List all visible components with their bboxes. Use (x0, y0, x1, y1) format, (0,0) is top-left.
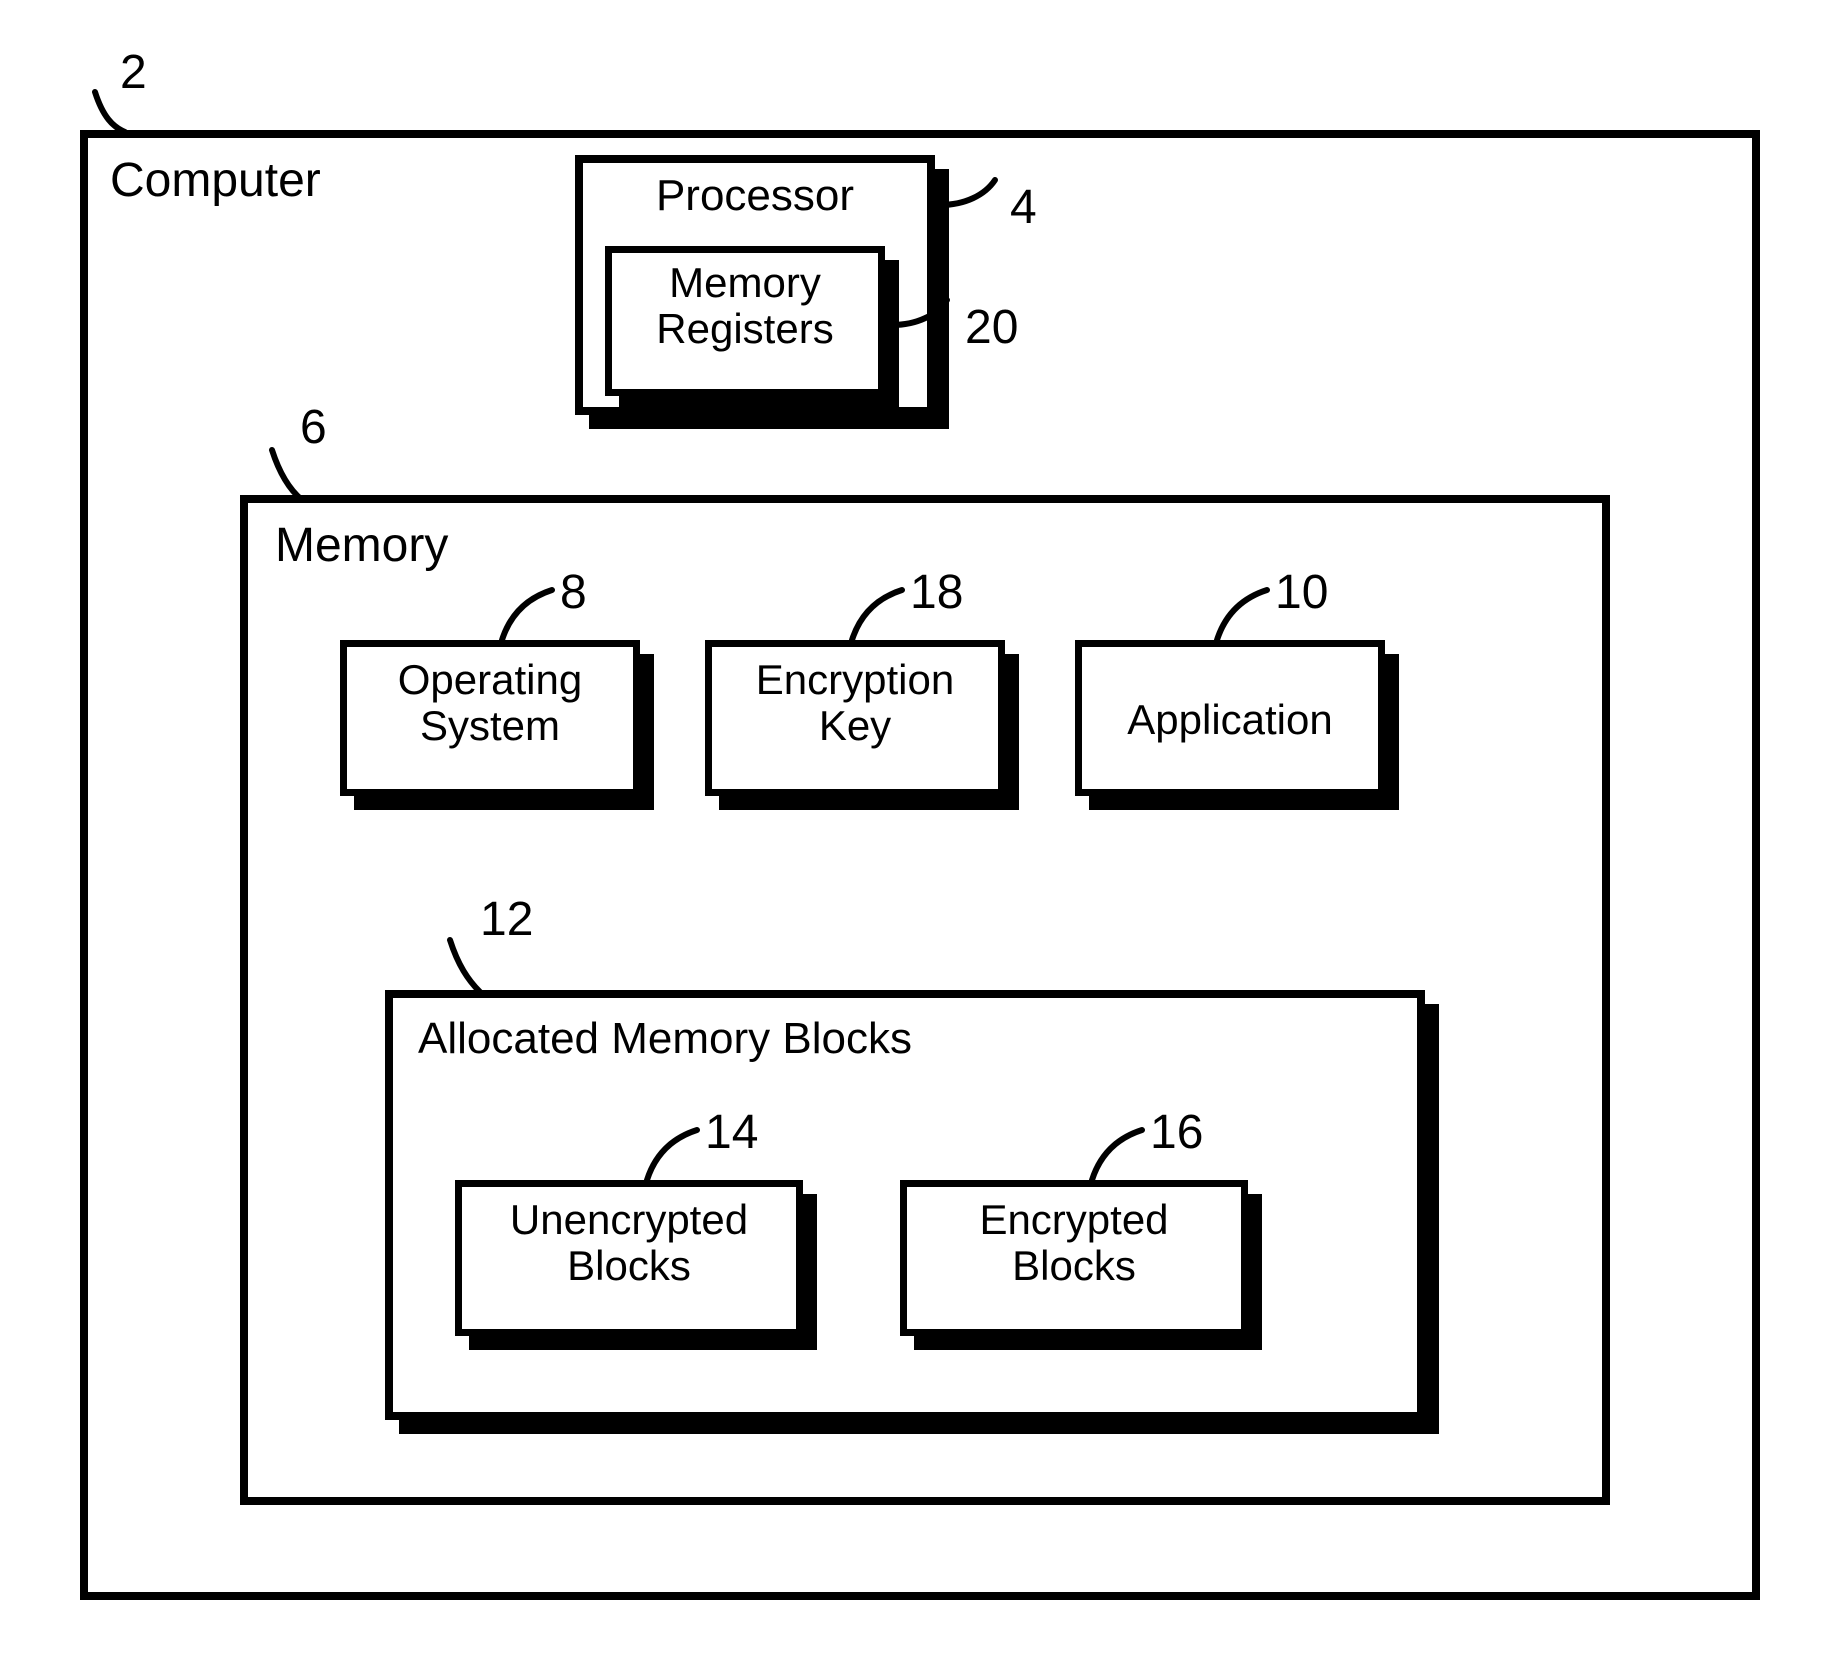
processor-label: Processor (575, 172, 935, 220)
memory-ref: 6 (300, 400, 327, 455)
os-label: Operating System (340, 657, 640, 749)
computer-leader (95, 92, 155, 152)
processor-leader (940, 180, 1020, 230)
alloc-leader (450, 940, 510, 1010)
memory-leader (272, 450, 332, 520)
app-label: Application (1075, 697, 1385, 743)
diagram-canvas: Computer 2 Processor 4 Memory Registers … (0, 0, 1839, 1670)
alloc-ref: 12 (480, 892, 533, 947)
registers-label: Memory Registers (605, 260, 885, 352)
unenc-label: Unencrypted Blocks (455, 1197, 803, 1289)
enc-leader (1092, 1130, 1162, 1200)
os-leader (502, 590, 572, 660)
unenc-leader (647, 1130, 717, 1200)
registers-ref: 20 (965, 300, 1018, 355)
enc-label: Encrypted Blocks (900, 1197, 1248, 1289)
key-leader (852, 590, 922, 660)
memory-label: Memory (275, 520, 448, 573)
key-label: Encryption Key (705, 657, 1005, 749)
registers-leader (892, 300, 972, 350)
computer-label: Computer (110, 155, 321, 208)
alloc-label: Allocated Memory Blocks (418, 1015, 912, 1063)
app-leader (1217, 590, 1287, 660)
